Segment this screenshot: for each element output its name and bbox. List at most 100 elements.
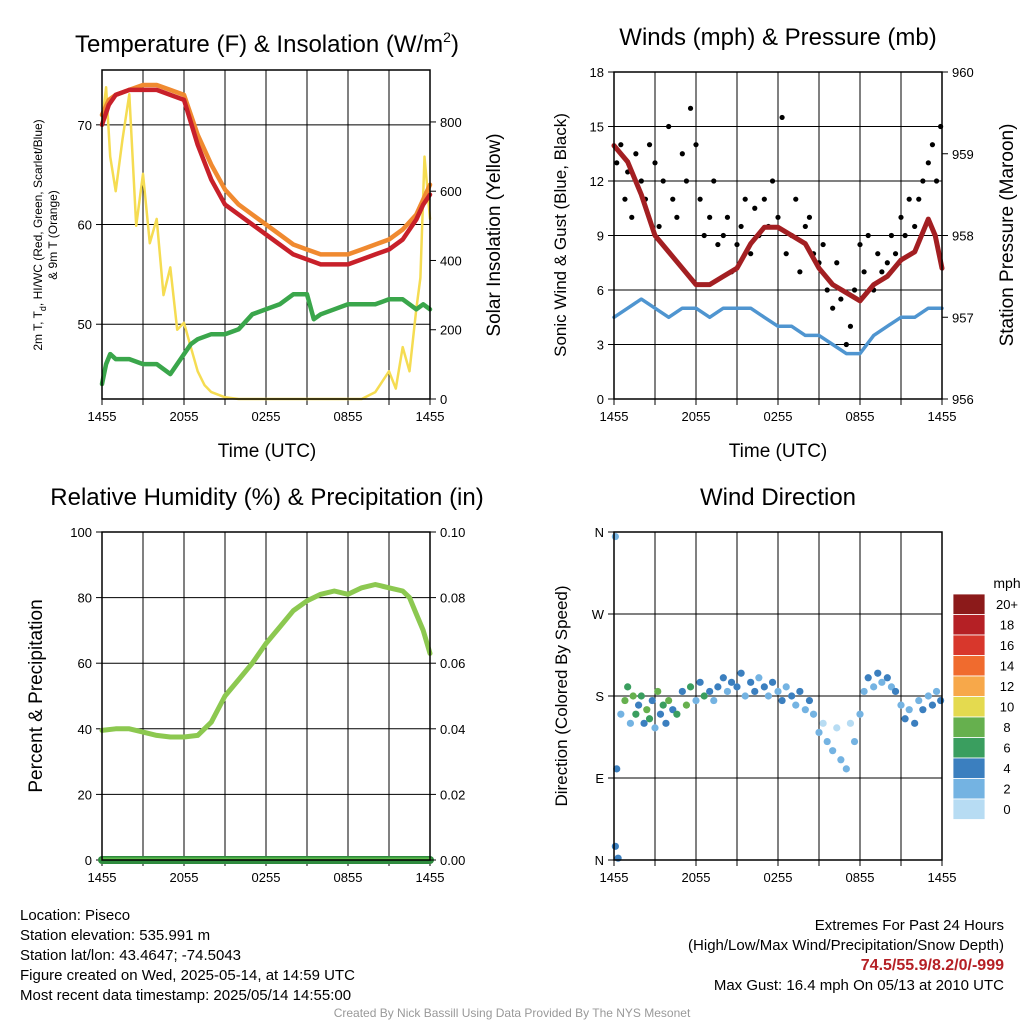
humidity-y-right-tick-label: 0.04 (440, 722, 465, 737)
direction-point (686, 683, 695, 691)
speed-legend-swatch (952, 655, 986, 677)
temperature-x-tick-label: 1455 (416, 409, 445, 424)
winds-y-right-tick-label: 958 (952, 229, 974, 244)
gust-point (802, 223, 808, 230)
gust-point (715, 241, 721, 248)
gust-point (834, 260, 840, 266)
gust-point (679, 151, 685, 157)
direction-point (640, 719, 648, 727)
direction-point (617, 710, 625, 718)
wind-direction-y-tick-label: W (592, 607, 605, 622)
gust-point (929, 142, 936, 148)
direction-point (613, 765, 621, 773)
gust-point (824, 287, 830, 293)
gust-point (920, 178, 926, 184)
direction-point (706, 687, 714, 696)
gust-point (674, 214, 680, 220)
winds-x-tick-label: 2055 (682, 409, 711, 424)
direction-point (878, 678, 886, 686)
gust-point (614, 160, 620, 166)
temperature-ylabel-left-1: 2m T, T (31, 310, 45, 350)
direction-point (733, 683, 741, 691)
gust-point (660, 178, 666, 184)
direction-point (755, 674, 763, 682)
gust-point (724, 214, 731, 220)
temperature-panel: Temperature (F) & Insolation (W/m2) 1455… (31, 29, 505, 462)
gust-point (884, 260, 890, 266)
direction-point (673, 710, 681, 718)
extremes-subheading: (High/Low/Max Wind/Precipitation/Snow De… (688, 937, 1004, 954)
extremes-info: Extremes For Past 24 Hours (High/Low/Max… (688, 916, 1004, 996)
gust-point (892, 251, 899, 257)
wind-direction-y-tick-label: N (595, 525, 604, 540)
winds-y-tick-label: 3 (597, 338, 604, 353)
humidity-y-tick-label: 20 (78, 787, 92, 802)
direction-point (659, 701, 667, 709)
winds-y-tick-label: 18 (590, 65, 604, 80)
winds-x-label: Time (UTC) (729, 441, 828, 462)
gust-point (875, 251, 881, 257)
direction-point (774, 687, 782, 696)
humidity-x-tick-label: 2055 (170, 870, 199, 885)
direction-point (778, 696, 786, 705)
speed-legend: 20+ 18 16 14 12 10 8 6 4 2 0 (952, 593, 1018, 820)
direction-point (919, 706, 927, 714)
wind-direction-y-tick-label: S (595, 689, 604, 704)
direction-point (823, 737, 831, 746)
temperature-x-tick-label: 0255 (252, 409, 281, 424)
direction-point (932, 687, 941, 696)
winds-y-right-tick-label: 957 (952, 310, 974, 325)
speed-legend-swatch (952, 675, 986, 697)
direction-point (864, 674, 872, 682)
figure-created: Figure created on Wed, 2025-05-14, at 14… (20, 967, 355, 984)
temperature-y-right-tick-label: 400 (440, 253, 462, 268)
humidity-x-tick-label: 1455 (88, 870, 117, 885)
speed-legend-label: 6 (1003, 741, 1010, 756)
station-latlon: Station lat/lon: 43.4647; -74.5043 (20, 947, 242, 964)
direction-point (662, 719, 670, 727)
wind-direction-x-tick-label: 0855 (846, 870, 875, 885)
speed-legend-label: 8 (1003, 720, 1010, 735)
humidity-y-tick-label: 0 (85, 853, 92, 868)
direction-point (937, 696, 945, 705)
extremes-values: 74.5/55.9/8.2/0/-999 (860, 957, 1004, 974)
gust-point (769, 178, 776, 184)
humidity-y-right-tick-label: 0.00 (440, 853, 465, 868)
direction-point (805, 696, 814, 705)
direction-point (837, 756, 845, 764)
gust-point (752, 205, 758, 211)
direction-point (700, 692, 708, 700)
humidity-x-tick-label: 0255 (252, 870, 281, 885)
direction-point (727, 678, 736, 686)
max-gust: Max Gust: 16.4 mph On 05/13 at 2010 UTC (713, 977, 1004, 994)
gust-point (748, 251, 754, 257)
temperature-ylabel-left-2: , HI/WC (Red, Green, Scarlet/Blue) (31, 119, 45, 306)
direction-point (911, 719, 919, 727)
direction-point (768, 678, 777, 686)
humidity-y-right-tick-label: 0.02 (440, 787, 465, 802)
winds-y-tick-label: 6 (597, 283, 604, 298)
gust-point (820, 241, 826, 248)
humidity-y-right-tick-label: 0.06 (440, 656, 465, 671)
svg-text:2m T, Td, HI/WC (Red, Green, S: 2m T, Td, HI/WC (Red, Green, Scarlet/Blu… (31, 119, 48, 350)
winds-y-right-tick-label: 956 (952, 392, 974, 407)
gust-point (693, 142, 699, 148)
direction-point (719, 674, 727, 682)
insolation-yellow-series (100, 86, 432, 401)
winds-x-tick-label: 1455 (928, 409, 957, 424)
gust-point (734, 241, 740, 248)
gust-point (738, 223, 744, 230)
speed-legend-swatch (952, 696, 986, 718)
gust-point (806, 214, 813, 220)
gust-point (898, 214, 904, 220)
winds-y-right-tick-label: 959 (952, 147, 974, 162)
gust-point (775, 214, 781, 220)
direction-point (651, 724, 659, 732)
humidity-y-right-tick-label: 0.08 (440, 591, 465, 606)
direction-point (747, 678, 755, 686)
direction-point (915, 696, 923, 705)
gust-point (851, 287, 858, 293)
direction-point (788, 692, 796, 700)
speed-legend-label: 0 (1003, 802, 1010, 817)
direction-point (809, 710, 818, 718)
